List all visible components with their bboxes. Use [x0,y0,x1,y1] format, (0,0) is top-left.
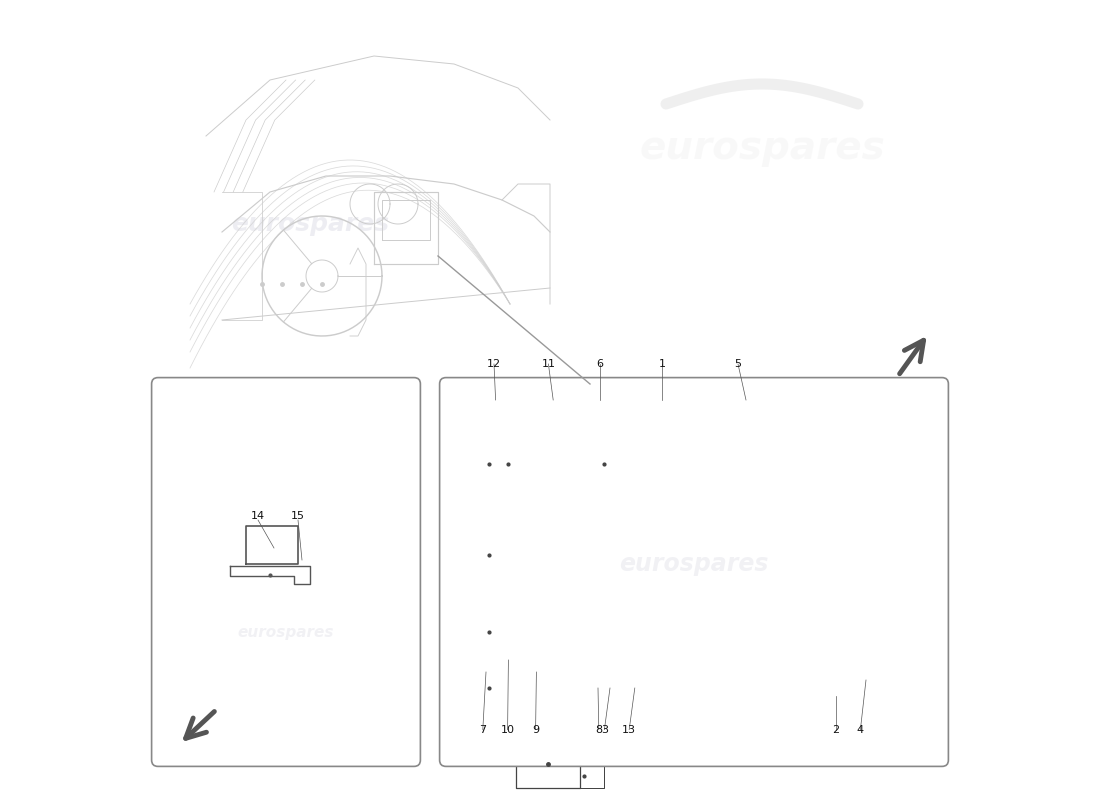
Text: eurospares: eurospares [231,212,389,236]
Text: 13: 13 [623,725,636,734]
FancyBboxPatch shape [440,378,948,766]
Text: 15: 15 [292,511,305,521]
FancyBboxPatch shape [152,378,420,766]
Text: 4: 4 [857,725,864,734]
Text: 8: 8 [595,725,603,734]
Text: 12: 12 [487,359,502,369]
Text: eurospares: eurospares [639,129,884,167]
Text: 9: 9 [532,725,539,734]
Text: 14: 14 [251,511,265,521]
Text: eurospares: eurospares [238,625,334,639]
Text: 7: 7 [480,725,486,734]
Text: 11: 11 [541,359,556,369]
Text: eurospares: eurospares [619,552,769,576]
Text: 6: 6 [596,359,603,369]
Text: 1: 1 [659,359,666,369]
Text: 2: 2 [832,725,839,734]
Text: 10: 10 [500,725,515,734]
Text: 5: 5 [735,359,741,369]
Text: 3: 3 [601,725,608,734]
